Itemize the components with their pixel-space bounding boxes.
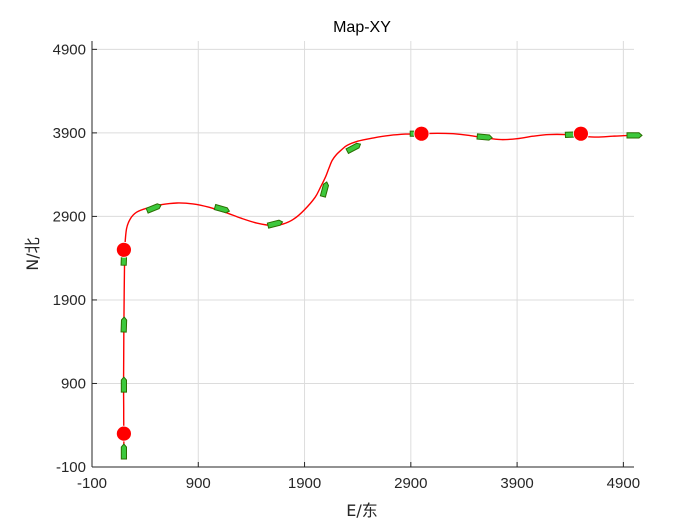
x-tick-label: 3900 — [500, 475, 533, 492]
vessel-marker — [120, 376, 128, 393]
vessel-marker — [266, 219, 284, 229]
y-axis-label: N/北 — [23, 237, 42, 270]
waypoint-marker — [116, 425, 132, 442]
axes — [91, 41, 634, 468]
waypoint-marker — [413, 125, 430, 142]
trajectory-line — [122, 132, 635, 451]
waypoint-marker — [573, 125, 589, 142]
y-tick-label: 2900 — [53, 208, 86, 225]
x-tick-label: 1900 — [288, 475, 321, 492]
y-tick-label: 3900 — [53, 125, 86, 142]
x-tick-label: -100 — [77, 475, 107, 492]
x-tick-label: 900 — [186, 475, 211, 492]
vessel-marker — [319, 181, 330, 198]
grid — [91, 41, 634, 468]
x-tick-label: 2900 — [394, 475, 427, 492]
vessel-marker — [120, 443, 128, 460]
vessel-marker — [476, 133, 493, 141]
vessel-marker — [626, 132, 643, 139]
vessel-marker — [145, 203, 162, 214]
y-tick-label: 900 — [61, 375, 86, 392]
vessel-marker — [213, 203, 231, 214]
data-layer — [116, 125, 643, 460]
vessel-marker — [120, 316, 128, 333]
chart-title: Map-XY — [333, 19, 391, 36]
y-tick-label: 4900 — [53, 41, 86, 58]
y-tick-label: -100 — [56, 459, 86, 476]
vessel-marker — [345, 142, 362, 155]
tick-labels: -100 900 1900 2900 3900 4900 -100 900 1900 2900 39… — [53, 41, 640, 492]
waypoint-marker — [116, 241, 132, 258]
x-tick-label: 4900 — [607, 475, 640, 492]
plot-frame — [92, 41, 634, 467]
y-tick-label: 1900 — [53, 292, 86, 309]
x-axis-label: E/东 — [346, 501, 378, 520]
